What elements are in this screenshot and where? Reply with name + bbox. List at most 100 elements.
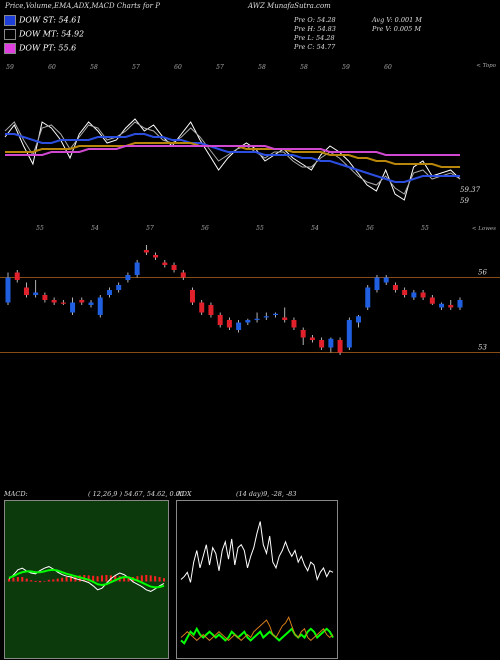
dow-pt-swatch [4, 43, 16, 54]
candle-body [245, 320, 251, 323]
macd-histogram-bar [78, 575, 81, 582]
candle-body [70, 302, 76, 313]
macd-histogram-bar [47, 579, 50, 582]
candle-body [448, 305, 454, 308]
ema-price-chart: 59 60 58 57 60 57 58 58 59 60 < Topo 59.37 59 [4, 63, 497, 205]
dow-mt-swatch [4, 29, 16, 40]
macd-histogram-bar [61, 577, 64, 582]
candle-body [420, 292, 426, 298]
adx-params: (14 day)9, -28, -83 [236, 490, 297, 498]
dow-st-swatch [4, 15, 16, 26]
candle-body [457, 300, 463, 308]
adx-chart [176, 500, 338, 659]
candle-body [319, 340, 325, 348]
candle-body [291, 320, 297, 328]
ema-y-label-0: 59.37 [460, 186, 481, 194]
macd-histogram-bar [30, 580, 33, 582]
candle-y-label-0: 56 [478, 269, 487, 277]
macd-histogram-bar [43, 581, 46, 582]
candle-body [346, 320, 352, 348]
candle-body [153, 255, 159, 258]
candle-top-tick-7: 55 [421, 225, 429, 232]
candle-body [60, 302, 66, 304]
ema-y-label-1: 59 [460, 197, 469, 205]
candle-body [429, 297, 435, 304]
candle-top-tick-0: 55 [36, 225, 44, 232]
macd-histogram-bar [65, 577, 68, 582]
macd-histogram-bar [52, 579, 55, 582]
candle-body [365, 287, 371, 308]
adx-title: ADX [177, 490, 192, 498]
candle-body [208, 305, 214, 315]
ema-series-line-4 [5, 145, 460, 156]
candle-body [51, 300, 57, 303]
adx-background [177, 501, 337, 658]
dow-mt-indicator: DOW MT: 54.92 [4, 29, 84, 40]
macd-params: ( 12,26,9 ) 54.67, 54.62, 0.05 [88, 490, 185, 498]
candle-body [356, 316, 362, 323]
candle-body [189, 290, 195, 303]
candle-top-tick-6: 56 [366, 225, 374, 232]
candle-body [42, 295, 48, 300]
candle-y-label-1: 53 [478, 344, 487, 352]
macd-histogram-bar [114, 575, 117, 582]
macd-histogram-bar [101, 575, 103, 582]
macd-histogram-bar [96, 576, 99, 582]
candle-top-tick-5: 54 [311, 225, 319, 232]
candle-body [273, 313, 279, 315]
adx-series-line-2 [180, 615, 334, 642]
candle-body [97, 297, 103, 315]
candle-body [79, 300, 85, 303]
ema-top-tick-1: 60 [48, 64, 56, 71]
candle-body [439, 303, 445, 308]
macd-histogram-bar [123, 576, 126, 582]
candle-body [171, 265, 177, 270]
candlestick-chart: 56 53 55 54 57 56 55 54 56 55 < Lowes [0, 225, 500, 355]
candle-body [411, 292, 417, 298]
prev-high: Pre H: 54.83 [294, 25, 336, 33]
prev-volume: Pre V: 0.005 M [372, 25, 422, 33]
ema-series-line-2 [5, 133, 460, 183]
ema-top-tick-2: 58 [90, 64, 98, 71]
ema-top-tick-9: 60 [384, 64, 392, 71]
macd-histogram-bar [21, 577, 24, 582]
candle-body [300, 330, 306, 338]
macd-histogram-bar [163, 578, 165, 582]
candle-body [125, 275, 131, 280]
macd-histogram-bar [39, 581, 41, 583]
macd-histogram-bar [8, 579, 10, 582]
candle-body [199, 302, 205, 313]
prev-close: Pre C: 54.77 [294, 43, 336, 51]
ema-top-tick-7: 58 [300, 64, 308, 71]
adx-series-line-0 [180, 521, 334, 583]
macd-histogram-bar [140, 575, 143, 582]
candle-body [88, 302, 94, 305]
macd-series-line-1 [8, 568, 165, 589]
candle-body [162, 262, 168, 265]
macd-histogram-bar [158, 577, 161, 582]
ema-series-line-1 [4, 121, 461, 195]
macd-title: MACD: [4, 490, 28, 498]
macd-histogram-bar [34, 581, 37, 582]
candle-top-tick-1: 54 [91, 225, 99, 232]
dow-pt-label: DOW PT: 55.6 [19, 43, 77, 53]
candle-body [374, 277, 380, 290]
candle-top-tick-2: 57 [146, 225, 154, 232]
ema-top-tick-4: 60 [174, 64, 182, 71]
dow-st-indicator: DOW ST: 54.61 [4, 15, 81, 26]
candle-corner-label: < Lowes [472, 226, 496, 232]
candle-body [143, 250, 149, 253]
macd-histogram-bar [70, 576, 72, 582]
macd-histogram-bar [154, 576, 157, 582]
candle-body [5, 277, 11, 303]
chart-title-right: AWZ MunafaSutra.com [248, 2, 331, 10]
macd-histogram-bar [92, 575, 95, 582]
ema-corner-label: < Topo [476, 63, 496, 69]
macd-histogram-bar [127, 577, 130, 582]
ema-top-tick-0: 59 [6, 64, 14, 71]
macd-histogram-bar [145, 575, 148, 582]
candle-body [282, 317, 288, 320]
candle-body [226, 320, 232, 328]
candle-body [134, 262, 140, 275]
prev-low: Pre L: 54.28 [294, 34, 335, 42]
